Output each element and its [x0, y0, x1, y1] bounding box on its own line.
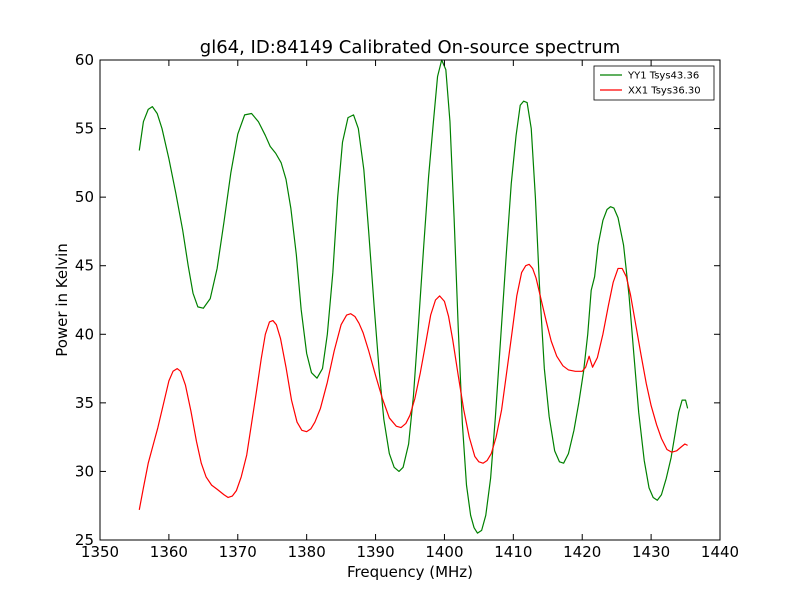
- x-tick-label: 1400: [425, 543, 463, 561]
- x-tick-label: 1370: [219, 543, 257, 561]
- legend-frame: [593, 65, 715, 101]
- y-tick-label: 35: [75, 394, 94, 412]
- plot-frame: [99, 59, 721, 541]
- x-tick-label: 1410: [494, 543, 532, 561]
- x-tick-label: 1420: [563, 543, 601, 561]
- y-tick-label: 30: [75, 462, 94, 480]
- x-ticks-group: 1350 1360 1370 1380 1390 1400 1410 1420 1430 1440: [81, 60, 739, 561]
- y-tick-label: 50: [75, 188, 94, 206]
- legend-label-yy1: YY1 Tsys43.36: [627, 71, 699, 82]
- y-tick-label: 60: [75, 51, 94, 69]
- x-tick-label: 1360: [150, 543, 188, 561]
- series-group: [138, 59, 689, 534]
- x-tick-label: 1350: [81, 543, 119, 561]
- y-tick-label: 40: [75, 325, 94, 343]
- series-line-yy1: [138, 59, 689, 534]
- y-tick-label: 25: [75, 531, 94, 549]
- plot-area: [100, 60, 720, 540]
- y-ticks-group: 25 30 35 40 45 50 55 60: [75, 51, 720, 549]
- x-tick-label: 1390: [356, 543, 394, 561]
- x-tick-label: 1380: [288, 543, 326, 561]
- x-tick-label: 1440: [701, 543, 739, 561]
- x-tick-label: 1430: [632, 543, 670, 561]
- chart-title: gl64, ID:84149 Calibrated On-source spec…: [200, 37, 620, 58]
- y-axis-label: Power in Kelvin: [53, 243, 71, 357]
- y-tick-label: 45: [75, 257, 94, 275]
- y-tick-label: 55: [75, 120, 94, 138]
- series-line-xx1: [138, 263, 688, 510]
- legend: YY1 Tsys43.36 XX1 Tsys36.30: [593, 65, 715, 101]
- x-axis-label: Frequency (MHz): [347, 563, 473, 581]
- legend-label-xx1: XX1 Tsys36.30: [628, 86, 701, 97]
